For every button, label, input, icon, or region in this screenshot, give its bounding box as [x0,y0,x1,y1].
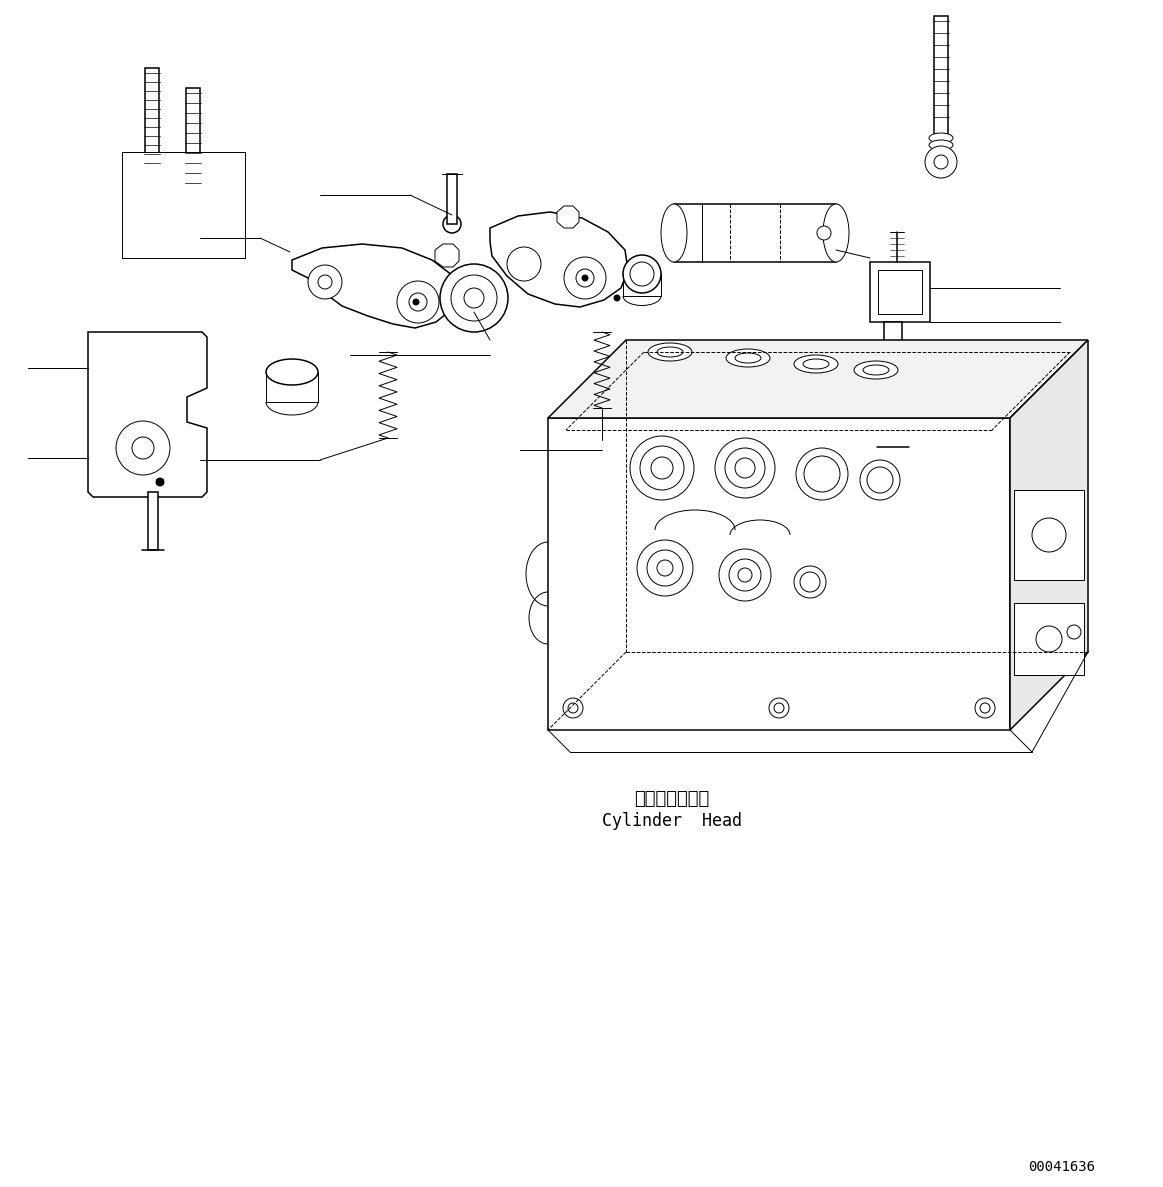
Circle shape [859,461,900,500]
Ellipse shape [661,204,687,262]
Circle shape [507,247,541,281]
Circle shape [116,421,170,475]
Polygon shape [88,332,207,497]
Circle shape [464,288,484,307]
Ellipse shape [929,140,952,150]
Circle shape [317,275,331,288]
Circle shape [1032,518,1066,552]
Circle shape [934,155,948,169]
Circle shape [775,703,784,713]
Circle shape [576,269,594,287]
Circle shape [131,437,154,459]
Circle shape [440,264,508,332]
Circle shape [725,447,765,488]
Circle shape [651,457,673,480]
Circle shape [975,698,996,718]
Bar [1014,490,1084,580]
Circle shape [800,572,820,592]
Circle shape [413,299,419,305]
Ellipse shape [863,364,889,375]
Ellipse shape [823,204,849,262]
Ellipse shape [657,347,683,357]
Ellipse shape [802,358,829,369]
Bar [186,88,200,193]
Bar [675,204,836,262]
Circle shape [739,569,752,582]
Ellipse shape [735,353,761,363]
Circle shape [804,456,840,491]
Bar [447,174,457,224]
Ellipse shape [183,214,204,222]
Circle shape [719,550,771,601]
Polygon shape [548,418,1009,730]
Circle shape [795,447,848,500]
Polygon shape [138,171,167,195]
Circle shape [866,466,893,493]
Circle shape [1066,626,1080,639]
Bar [934,15,948,134]
Circle shape [769,698,789,718]
Circle shape [735,458,755,478]
Circle shape [156,478,164,485]
Circle shape [308,265,342,299]
Circle shape [563,698,583,718]
Polygon shape [181,192,205,214]
Text: 00041636: 00041636 [1028,1160,1096,1174]
Circle shape [640,446,684,490]
Circle shape [647,550,683,586]
Ellipse shape [140,197,164,207]
Ellipse shape [794,355,839,373]
Polygon shape [122,152,245,258]
Ellipse shape [266,358,317,385]
Polygon shape [292,245,457,328]
Circle shape [980,703,990,713]
Circle shape [729,559,761,591]
Circle shape [715,438,775,499]
Circle shape [816,226,832,240]
Circle shape [409,293,427,311]
Circle shape [568,703,578,713]
Ellipse shape [929,133,952,142]
Polygon shape [435,245,459,267]
Bar [884,322,902,447]
Circle shape [637,540,693,596]
Bar [145,68,159,173]
Polygon shape [1009,339,1089,730]
Circle shape [614,296,620,301]
Circle shape [451,275,497,320]
Circle shape [630,436,694,500]
Bar [870,262,930,322]
Circle shape [657,560,673,576]
Circle shape [1036,626,1062,652]
Circle shape [397,281,438,323]
Bar [1014,603,1084,675]
Polygon shape [557,207,579,228]
Circle shape [794,566,826,598]
Bar [878,269,922,315]
Text: シリンダヘッド: シリンダヘッド [634,791,709,808]
Ellipse shape [623,255,661,293]
Circle shape [564,258,606,299]
Polygon shape [490,212,628,307]
Ellipse shape [648,343,692,361]
Ellipse shape [726,349,770,367]
Ellipse shape [630,262,654,286]
Circle shape [925,146,957,178]
Bar [148,491,158,550]
Polygon shape [548,339,1089,418]
Ellipse shape [854,361,898,379]
Circle shape [582,275,588,281]
Text: Cylinder  Head: Cylinder Head [602,812,742,830]
Circle shape [443,215,461,233]
